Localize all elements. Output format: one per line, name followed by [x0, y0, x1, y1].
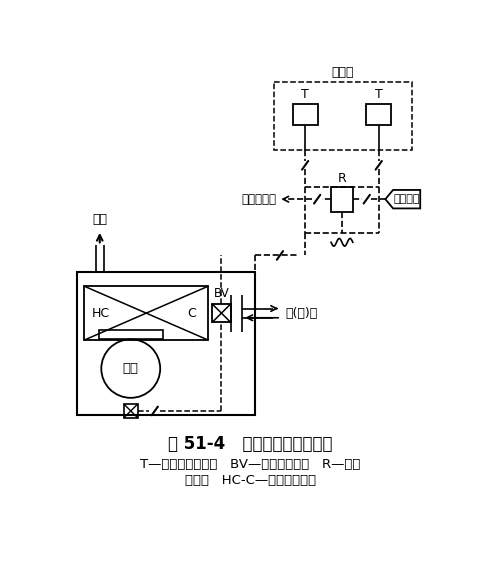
Text: C: C: [187, 307, 196, 320]
Text: R: R: [338, 171, 346, 184]
Text: 风机: 风机: [123, 362, 139, 375]
Text: T: T: [375, 88, 383, 101]
Text: 继电器   HC-C—加热冷却盘管: 继电器 HC-C—加热冷却盘管: [184, 474, 316, 486]
Bar: [99, 330, 163, 339]
Bar: [331, 187, 353, 212]
Text: 安装板: 安装板: [332, 66, 354, 79]
Text: BV: BV: [214, 287, 229, 300]
Polygon shape: [386, 190, 420, 208]
Bar: [274, 82, 412, 150]
Text: 至其他系统: 至其他系统: [242, 193, 277, 205]
Bar: [212, 304, 231, 323]
Text: 冷(热)水: 冷(热)水: [285, 307, 317, 320]
Bar: [84, 286, 208, 340]
Bar: [293, 104, 318, 125]
Text: T—室内温度调节器   BV—小型电动球阀   R—辅助: T—室内温度调节器 BV—小型电动球阀 R—辅助: [140, 459, 360, 471]
Text: 送风: 送风: [92, 213, 107, 226]
Text: 冷暖切换: 冷暖切换: [393, 194, 420, 204]
Text: 图 51-4   电气式风机盘管控制: 图 51-4 电气式风机盘管控制: [168, 435, 332, 453]
Text: HC: HC: [92, 307, 110, 320]
Bar: [77, 273, 255, 415]
Bar: [366, 104, 391, 125]
Bar: [124, 404, 138, 418]
Text: T: T: [301, 88, 309, 101]
